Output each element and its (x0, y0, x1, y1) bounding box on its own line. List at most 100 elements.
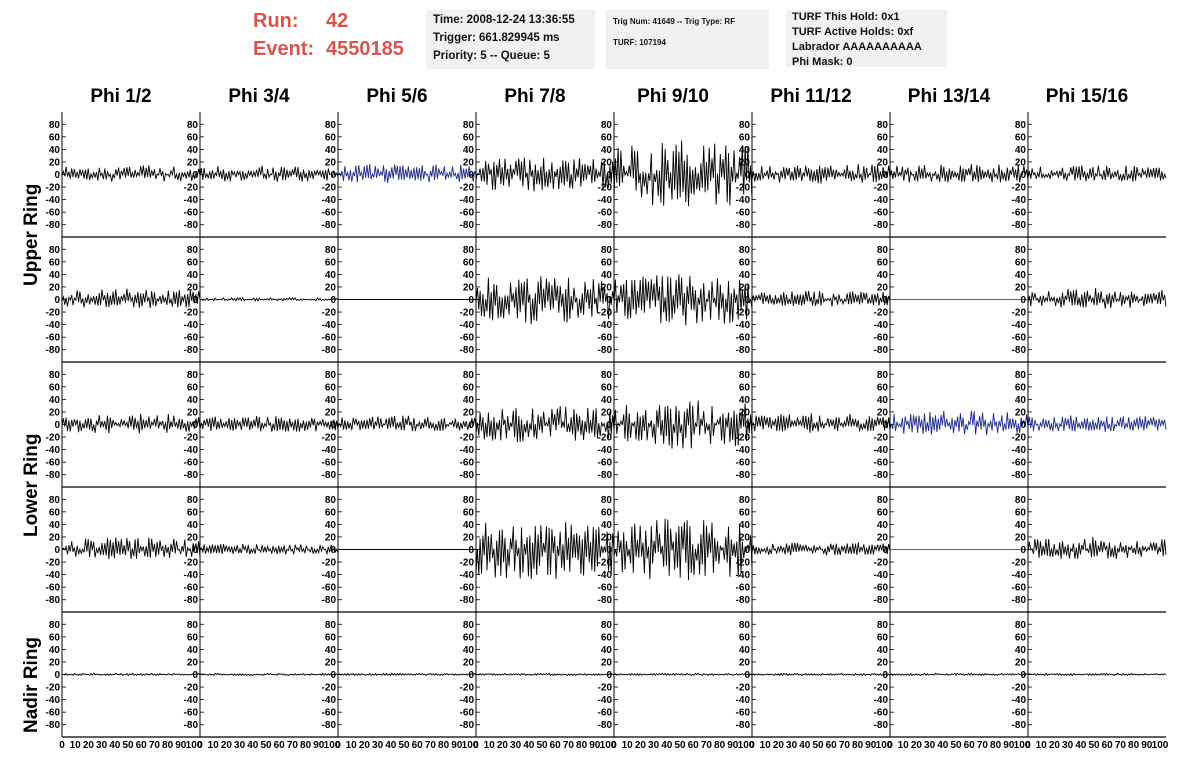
y-tick-label: 80 (187, 120, 199, 131)
y-tick-label: 80 (463, 370, 475, 381)
trace-lower-phi-1-2 (61, 413, 201, 434)
y-tick-label: 80 (463, 620, 475, 631)
x-tick-label: 50 (674, 740, 686, 751)
col-header-phi-3-4: Phi 3/4 (228, 86, 290, 107)
x-tick-label: 100 (462, 740, 479, 751)
trace-nadir-phi-5-6 (337, 672, 477, 677)
y-tick-label: -60 (1012, 583, 1027, 594)
y-tick-label: -40 (46, 695, 61, 706)
y-tick-label: 80 (601, 620, 613, 631)
trace-lower2-phi-1-2 (61, 537, 201, 560)
y-tick-label: -60 (1012, 208, 1027, 219)
y-tick-label: -80 (322, 595, 337, 606)
x-tick-label: 40 (523, 740, 535, 751)
trace-lower-phi-7-8 (475, 406, 615, 443)
y-tick-label: -60 (874, 458, 889, 469)
x-tick-label: 60 (964, 740, 976, 751)
y-tick-label: 60 (601, 257, 613, 268)
y-tick-label: -80 (736, 595, 751, 606)
x-tick-label: 100 (600, 740, 617, 751)
y-tick-label: 60 (877, 632, 889, 643)
y-tick-label: 60 (187, 257, 199, 268)
x-tick-label: 60 (274, 740, 286, 751)
x-tick-label: 40 (247, 740, 259, 751)
y-tick-label: 40 (1015, 520, 1027, 531)
y-tick-label: -80 (598, 345, 613, 356)
phi-mask-text: Phi Mask: 0 (792, 55, 853, 68)
y-tick-label: 40 (49, 145, 61, 156)
y-tick-label: 20 (325, 532, 337, 543)
y-tick-label: 20 (187, 532, 199, 543)
y-tick-label: 60 (877, 382, 889, 393)
x-tick-label: 60 (136, 740, 148, 751)
turf-num-text: TURF: 107194 (613, 37, 666, 47)
time-text: Time: 2008-12-24 13:36:55 (433, 14, 575, 26)
x-tick-label: 0 (59, 740, 65, 751)
x-tick-label: 40 (109, 740, 121, 751)
priority-text: Priority: 5 -- Queue: 5 (433, 49, 550, 62)
y-tick-label: 60 (1015, 132, 1027, 143)
x-tick-label: 100 (186, 740, 203, 751)
y-tick-label: 60 (463, 382, 475, 393)
y-tick-label: -60 (46, 583, 61, 594)
y-tick-label: 80 (877, 620, 889, 631)
y-tick-label: -20 (322, 308, 337, 319)
y-tick-label: 80 (877, 370, 889, 381)
y-tick-label: 80 (325, 245, 337, 256)
y-tick-label: 20 (1015, 282, 1027, 293)
turf-info-box: TURF This Hold: 0x1 TURF Active Holds: 0… (786, 10, 947, 68)
y-tick-label: -40 (460, 570, 475, 581)
x-tick-label: 80 (162, 740, 174, 751)
trace-lower2-phi-11-12 (751, 542, 891, 556)
y-tick-label: -80 (1012, 470, 1027, 481)
y-tick-label: 40 (49, 645, 61, 656)
x-tick-label: 30 (786, 740, 798, 751)
y-tick-label: -40 (460, 195, 475, 206)
y-tick-label: 40 (49, 395, 61, 406)
y-tick-label: -20 (1012, 558, 1027, 569)
y-tick-label: -20 (874, 683, 889, 694)
x-tick-label: 10 (70, 740, 82, 751)
col-header-phi-15-16: Phi 15/16 (1045, 86, 1129, 107)
y-tick-label: 60 (463, 257, 475, 268)
y-tick-label: -20 (598, 308, 613, 319)
trace-upper-phi-5-6 (337, 164, 477, 183)
trace-nadir-phi-13-14 (889, 672, 1029, 677)
y-tick-label: -60 (184, 208, 199, 219)
y-tick-label: -20 (46, 683, 61, 694)
x-tick-label: 10 (760, 740, 772, 751)
y-tick-label: 0 (192, 545, 198, 556)
y-tick-label: 0 (606, 295, 612, 306)
y-tick-label: -80 (460, 220, 475, 231)
x-tick-label: 80 (714, 740, 726, 751)
x-tick-label: 50 (536, 740, 548, 751)
y-tick-label: 20 (463, 407, 475, 418)
y-tick-label: 0 (192, 420, 198, 431)
y-tick-label: 40 (1015, 645, 1027, 656)
y-tick-label: 80 (187, 620, 199, 631)
y-tick-label: -60 (874, 208, 889, 219)
x-tick-label: 60 (412, 740, 424, 751)
x-tick-label: 90 (727, 740, 739, 751)
y-tick-label: 40 (1015, 270, 1027, 281)
y-tick-label: 20 (601, 532, 613, 543)
y-tick-label: -40 (184, 445, 199, 456)
x-tick-label: 70 (1115, 740, 1127, 751)
y-tick-label: -80 (322, 345, 337, 356)
y-tick-label: 60 (601, 507, 613, 518)
trace-nadir-phi-1-2 (61, 672, 201, 677)
y-tick-label: 20 (49, 282, 61, 293)
y-tick-label: 80 (1015, 245, 1027, 256)
y-tick-label: 20 (325, 657, 337, 668)
y-tick-label: 60 (49, 257, 61, 268)
y-tick-label: 60 (739, 257, 751, 268)
y-tick-label: 20 (601, 282, 613, 293)
y-tick-label: -40 (736, 320, 751, 331)
